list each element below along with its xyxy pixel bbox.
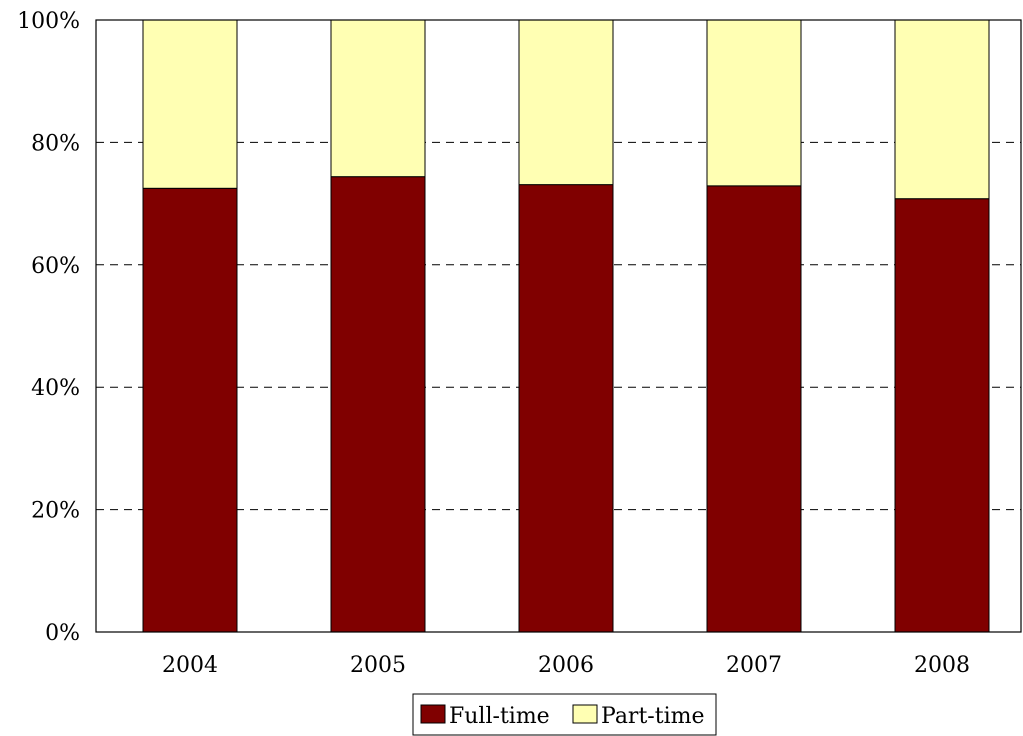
plot-frame	[95, 19, 1022, 633]
bar-part-time-2008	[894, 19, 990, 200]
legend-label-part-time: Part-time	[601, 704, 704, 729]
y-tick-label: 20%	[31, 499, 80, 524]
bar-part-time-2004	[142, 19, 238, 189]
bar-full-time-2007	[706, 185, 802, 633]
legend-label-full-time: Full-time	[449, 704, 550, 729]
bar-part-time-2006	[518, 19, 614, 186]
bar-part-time-2007	[706, 19, 802, 187]
legend: Full-time Part-time	[412, 693, 717, 736]
y-tick-label: 60%	[31, 254, 80, 279]
bars	[142, 19, 990, 633]
x-tick-label: 2008	[914, 653, 970, 678]
y-tick-label: 0%	[45, 621, 80, 646]
legend-swatch-part-time	[572, 704, 598, 724]
bar-full-time-2005	[330, 176, 426, 633]
legend-box	[412, 693, 717, 736]
bar-part-time-2005	[330, 19, 426, 178]
y-tick-labels: 0% 20% 40% 60% 80% 100%	[17, 9, 80, 646]
bar-full-time-2008	[894, 198, 990, 633]
legend-swatch-full-time	[420, 704, 446, 724]
x-tick-labels: 2004 2005 2006 2007 2008	[162, 653, 970, 678]
bar-full-time-2004	[142, 187, 238, 633]
bar-full-time-2006	[518, 184, 614, 633]
y-tick-label: 100%	[17, 9, 80, 34]
x-tick-label: 2007	[726, 653, 782, 678]
y-tick-label: 80%	[31, 131, 80, 156]
axes	[95, 19, 1022, 633]
x-tick-label: 2005	[350, 653, 406, 678]
x-tick-label: 2004	[162, 653, 218, 678]
y-tick-label: 40%	[31, 376, 80, 401]
x-tick-label: 2006	[538, 653, 594, 678]
